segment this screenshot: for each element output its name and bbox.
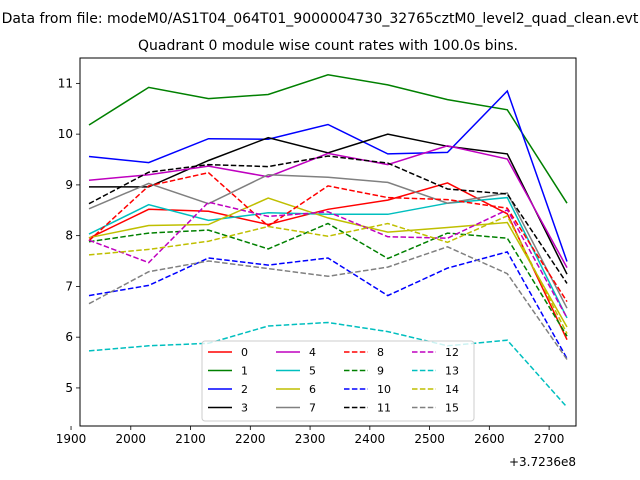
plot-lines [88,74,568,408]
y-tick-label: 5 [65,381,73,395]
series-line-6 [88,197,568,328]
series-line-9 [88,222,568,337]
y-tick-label: 9 [65,178,73,192]
x-tick-label: 2000 [116,432,147,446]
series-line-15 [88,245,568,360]
legend-label-8: 8 [377,346,384,359]
legend-label-13: 13 [445,365,459,378]
x-tick-label: 2700 [534,432,565,446]
y-tick-label: 8 [65,229,73,243]
legend-label-14: 14 [445,383,459,396]
legend-label-5: 5 [309,365,316,378]
x-tick-label: 2500 [414,432,445,446]
series-line-14 [88,214,568,334]
x-tick-label: 2200 [235,432,266,446]
y-tick-label: 6 [65,330,73,344]
legend-label-1: 1 [241,365,248,378]
x-tick-label: 2300 [295,432,326,446]
x-tick-label: 1900 [56,432,87,446]
series-line-10 [88,251,568,359]
axes-frame [79,57,577,427]
series-line-2 [88,89,568,262]
legend-label-9: 9 [377,365,384,378]
series-line-3 [89,133,568,275]
series-line-5 [88,196,568,319]
legend-label-10: 10 [377,383,391,396]
x-axis-offset-label: +3.7236e8 [509,455,576,469]
legend-label-6: 6 [309,383,316,396]
legend-label-2: 2 [241,383,248,396]
series-line-11 [88,155,568,284]
y-tick-label: 7 [65,279,73,293]
x-tick-label: 2600 [474,432,505,446]
legend-label-4: 4 [309,346,316,359]
legend-label-12: 12 [445,346,459,359]
legend-box [201,340,475,422]
x-tick-label: 2400 [355,432,386,446]
series-line-1 [88,74,568,204]
y-axis: 5 6 7 8 9 10 11 [58,76,80,395]
legend-label-7: 7 [309,402,316,415]
chart-title: Quadrant 0 module wise count rates with … [138,38,518,54]
series-line-13 [88,321,568,408]
legend-label-11: 11 [377,402,391,415]
figure-suptitle: Data from file: modeM0/AS1T04_064T01_900… [2,11,639,27]
x-tick-label: 2100 [175,432,206,446]
legend-label-15: 15 [445,402,459,415]
series-line-8 [88,171,568,303]
series-line-7 [88,173,568,309]
y-tick-label: 11 [58,76,73,90]
series-line-12 [88,201,568,319]
series-line-4 [88,145,568,268]
legend-label-0: 0 [241,346,248,359]
y-tick-label: 10 [58,127,73,141]
legend-label-3: 3 [241,402,248,415]
x-axis: 1900 2000 2100 2200 2300 2400 2500 2600 2700 [56,426,565,446]
